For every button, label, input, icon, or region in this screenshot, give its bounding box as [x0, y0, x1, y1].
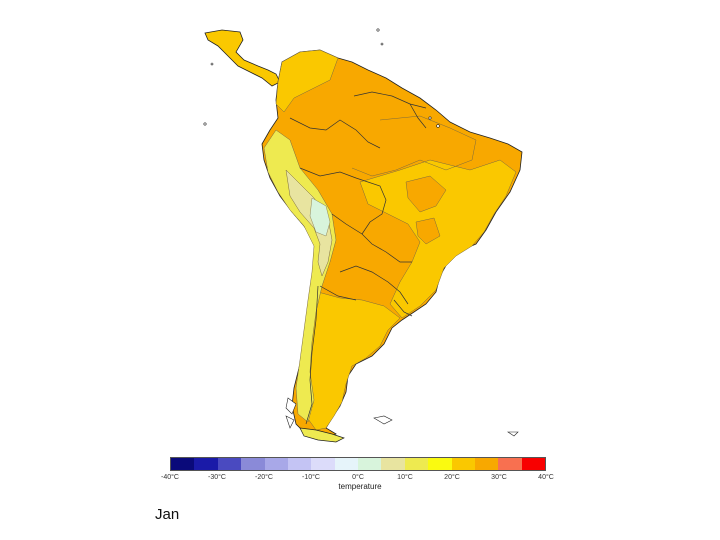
legend-tick-label: 20°C [444, 474, 460, 481]
legend-swatch-9 [381, 458, 405, 470]
islands [203, 28, 519, 437]
andes-band-inner [285, 169, 333, 277]
legend-tick-label: -30°C [208, 474, 226, 481]
central-america-landmass [204, 29, 281, 87]
legend-title: temperature [338, 482, 382, 491]
legend-tick-label: -10°C [302, 474, 320, 481]
legend-swatch-14 [498, 458, 522, 470]
atacama-plateau-zone [309, 197, 331, 237]
legend-tick-label: 0°C [352, 474, 364, 481]
legend-tick-label: -40°C [161, 474, 179, 481]
contour-line [405, 175, 447, 213]
legend-swatch-10 [404, 458, 429, 470]
legend-swatch-6 [311, 458, 335, 470]
contour-line [415, 217, 441, 245]
legend-swatch-3 [241, 458, 265, 470]
brazilian-highlands-zone [359, 159, 517, 319]
legend-swatch-12 [451, 458, 475, 470]
patagonia-zone [303, 291, 401, 431]
legend-swatch-8 [358, 458, 382, 470]
legend-swatch-7 [334, 458, 358, 470]
legend-tick-label: 40°C [538, 474, 554, 481]
legend-tick-label: -20°C [255, 474, 273, 481]
legend-swatch-11 [428, 458, 452, 470]
legend-swatch-2 [217, 458, 242, 470]
northern-coast-zone [275, 49, 339, 113]
legend-swatch-0 [171, 458, 195, 470]
legend-swatch-15 [521, 458, 545, 470]
temperature-map [203, 28, 523, 443]
country-borders [289, 91, 427, 425]
legend-swatch-13 [474, 458, 499, 470]
legend-tick-labels: -40°C -30°C -20°C -10°C 0°C 10°C 20°C 30°C 40°C [0, 474, 720, 486]
legend-swatch-5 [287, 458, 312, 470]
legend-swatch-1 [194, 458, 218, 470]
tierra-del-fuego [299, 427, 345, 443]
legend-tick-label: 30°C [491, 474, 507, 481]
legend-swatch-4 [264, 458, 288, 470]
legend-tick-label: 10°C [397, 474, 413, 481]
contour-line [351, 115, 477, 177]
temperature-legend-bar [170, 457, 546, 471]
month-label: Jan [155, 506, 180, 523]
